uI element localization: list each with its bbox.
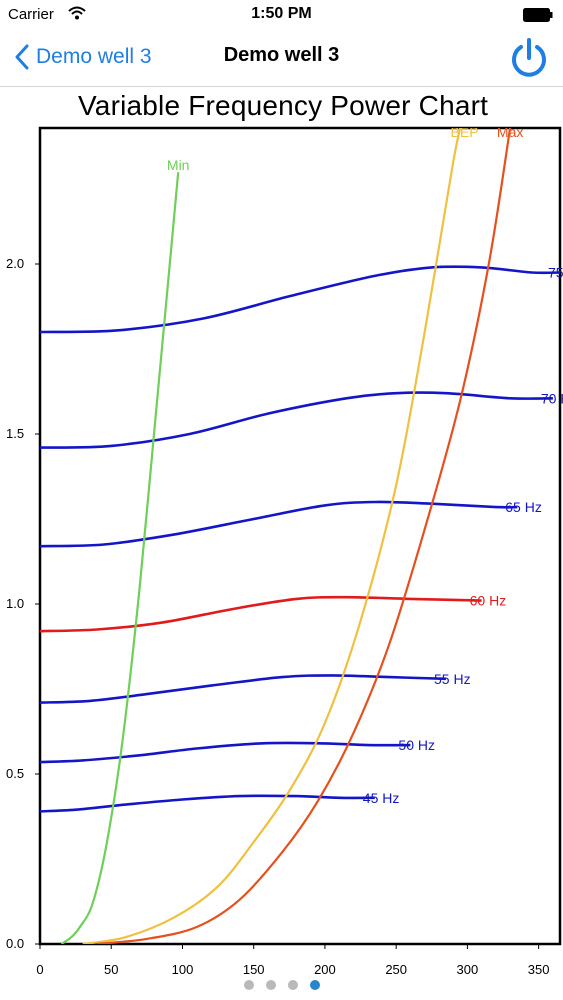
y-tick-label: 2.0 [6,256,24,271]
status-time: 1:50 PM [251,5,312,22]
series-line-45-hz [40,794,375,813]
x-tick-label: 100 [172,962,194,977]
series-line-70-hz [40,391,553,449]
back-label: Demo well 3 [36,45,152,68]
series-line-50-hz [40,741,411,764]
status-bar: Carrier 1:50 PM [0,0,563,30]
x-tick-label: 0 [36,962,43,977]
page-dot[interactable] [265,980,276,990]
battery-icon [523,8,553,22]
series-label: 75 [548,265,563,281]
series-label: 55 Hz [434,671,471,687]
power-icon[interactable] [509,36,549,80]
series-label: 45 Hz [363,790,400,806]
back-button[interactable]: Demo well 3 [14,40,152,74]
series-line-65-hz [40,500,518,548]
series-line-55-hz [40,674,447,704]
series-label: 60 Hz [470,593,507,609]
x-tick-label: 350 [528,962,550,977]
series-label: Max [497,124,523,140]
series-line-60-hz [40,595,482,633]
series-line-min [60,172,180,944]
chart-title: Variable Frequency Power Chart [78,90,489,121]
chevron-left-icon [15,44,29,70]
series-label: Min [167,157,190,173]
page-dot[interactable] [243,980,254,990]
x-tick-label: 150 [243,962,265,977]
plot-frame [38,126,562,946]
wifi-icon [68,6,86,20]
series-label: 65 Hz [505,499,542,515]
y-tick-label: 0.5 [6,766,24,781]
series-label: BEP [451,124,479,140]
x-tick-label: 300 [457,962,479,977]
x-tick-label: 200 [314,962,336,977]
series-label: 50 Hz [398,737,435,753]
x-tick-label: 50 [104,962,118,977]
page-indicator[interactable] [0,980,563,990]
series-label: 70 Hz [541,390,563,406]
series-line-75 [40,265,561,334]
page-dot[interactable] [287,980,298,990]
y-tick-label: 1.5 [6,426,24,441]
series-line-bep [82,128,462,944]
x-tick-label: 250 [385,962,407,977]
series-line-max [96,128,512,944]
y-tick-label: 0.0 [6,936,24,951]
page-dot[interactable] [309,980,320,990]
carrier-label: Carrier [8,6,54,23]
y-tick-label: 1.0 [6,596,24,611]
